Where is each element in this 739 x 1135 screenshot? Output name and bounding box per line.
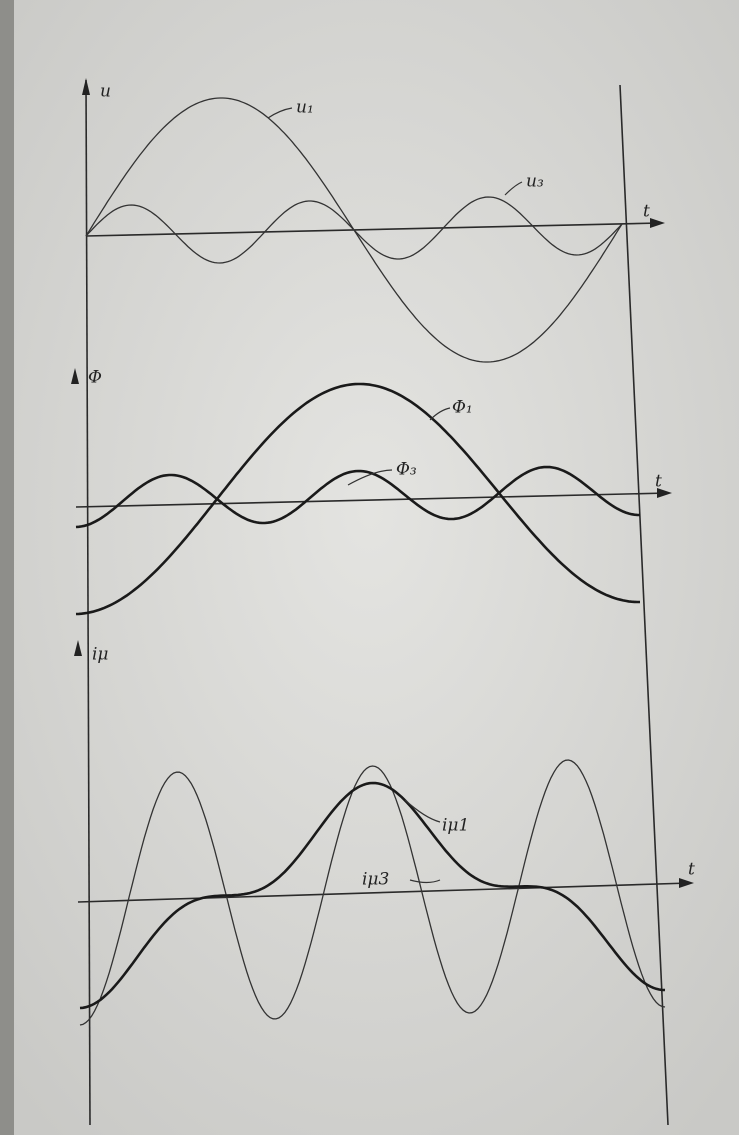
curve-label: Φ₃ [396,460,417,480]
curve-label: iμ1 [442,816,469,836]
arrow [657,488,672,498]
arrow [650,218,665,228]
waveform [85,196,623,264]
period-line [619,84,669,1126]
time-label: t [655,472,662,492]
axis-label: Φ [88,368,102,388]
waveform [79,759,666,1026]
time-axis [75,492,669,508]
page-edge [0,0,14,1135]
leader [404,799,441,823]
leader [409,879,441,884]
leader [267,107,293,119]
leader [429,407,451,421]
arrow [679,878,694,888]
arrow [71,368,79,384]
leader [504,181,523,196]
waveform [75,382,640,616]
axis-label: u [100,82,111,102]
vertical-axis [85,79,91,1126]
waveform [79,781,666,1010]
time-label: t [643,202,650,222]
time-label: t [688,860,695,880]
time-axis [77,882,691,903]
time-axis [85,222,661,237]
waveform [75,465,641,529]
curve-label: iμ3 [362,870,389,890]
axis-label: iμ [92,645,109,665]
curve-label: u₁ [296,98,314,118]
arrow [74,640,82,656]
arrow [82,78,90,95]
leader [347,469,393,486]
curves [75,97,666,1026]
curve-label: u₃ [526,172,544,192]
curve-label: Φ₁ [452,398,473,418]
